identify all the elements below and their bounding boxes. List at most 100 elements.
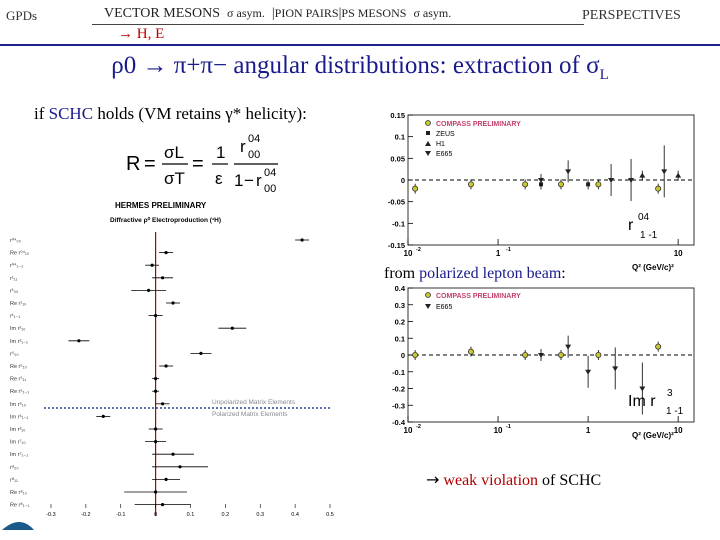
nav-sigma-asym-2[interactable]: σ asym. xyxy=(413,6,452,20)
im-r3-y-tick-label-1: 0.3 xyxy=(395,301,405,310)
r04-compass-point-4 xyxy=(595,181,602,188)
beam-note-post: : xyxy=(561,265,566,282)
hermes-row-label-4: r¹₀₀ xyxy=(10,288,18,294)
r04-y-tick-label-3: 0 xyxy=(401,176,405,185)
hermes-row-label-13: Im r⁶₁₀ xyxy=(10,401,26,408)
ratio-formula: R = σL σT = 1 ε r 04 00 1 − r 04 00 xyxy=(126,133,278,194)
hermes-point-3 xyxy=(160,276,165,280)
hermes-point-18 xyxy=(178,465,182,469)
im-r3-points xyxy=(412,335,662,415)
r04-e665-point-2 xyxy=(608,178,615,183)
nav-vector-mesons[interactable]: VECTOR MESONS xyxy=(104,6,221,21)
legend-compass-label: COMPASS PRELIMINARY xyxy=(436,121,521,128)
r04-h1-point-0 xyxy=(639,172,646,178)
r04-x-tick-label-2: 10 xyxy=(674,249,683,258)
legend-h1-marker xyxy=(425,141,431,146)
formula-sigma-t: σT xyxy=(164,169,185,188)
nav-gpds[interactable]: GPDs xyxy=(6,8,38,23)
formula-r-bottom-sub: 00 xyxy=(264,183,276,194)
hermes-point-7 xyxy=(230,326,234,330)
im-r3-x-tick-label-0: 10 xyxy=(404,426,413,435)
hermes-point-11 xyxy=(154,377,158,381)
nav-sep-2: | xyxy=(338,6,342,21)
slide-title-main: ρ0 → π+π− angular distributions: extract… xyxy=(111,52,600,79)
hermes-row-label-17: Im r⁷₁₋₁ xyxy=(10,451,28,458)
legend2-compass-label: COMPASS PRELIMINARY xyxy=(436,293,521,300)
r04-y-tick-label-2: 0.05 xyxy=(390,154,405,163)
hermes-legend-polarized: Polarized Matrix Elements xyxy=(212,411,288,418)
hermes-row-label-6: r¹₁₋₁ xyxy=(10,314,20,320)
hermes-x-tick-label-8: 0.5 xyxy=(326,512,334,518)
hermes-point-5 xyxy=(171,301,175,305)
im-r3-x-tick-exp-1: -1 xyxy=(506,424,511,430)
intro-pre: if xyxy=(34,104,49,123)
beam-note-pre: from xyxy=(384,265,420,282)
legend2-e665-marker xyxy=(425,304,431,309)
hermes-point-14 xyxy=(101,414,105,418)
r04-compass-point-1 xyxy=(467,181,474,188)
hermes-x-tick-label-6: 0.3 xyxy=(256,512,264,518)
im-r3-y-tick-label-5: -0.1 xyxy=(392,368,405,377)
hermes-row-label-16: Im r⁷₁₀ xyxy=(10,439,26,446)
hermes-x-tick-label-4: 0.1 xyxy=(187,512,195,518)
formula-eq2: = xyxy=(192,153,204,175)
slide-title: ρ0 → π+π− angular distributions: extract… xyxy=(0,52,720,84)
r04-e665-point-1 xyxy=(565,169,572,175)
header-divider xyxy=(0,44,720,46)
logo-partial xyxy=(2,522,34,530)
r04-x-axis: 10 -2 1 -1 10 xyxy=(404,239,683,258)
im-r3-plot-label-sup: 3 xyxy=(667,388,673,399)
r04-points xyxy=(412,145,682,201)
conclusion-arrow-icon: → xyxy=(426,470,440,489)
schc-term: SCHC xyxy=(48,104,94,123)
r04-plot-label-sub: 1 -1 xyxy=(640,230,658,241)
nav-sep-1: | xyxy=(271,6,275,21)
legend2-compass-marker xyxy=(425,292,431,298)
im-r3-compass-point-1 xyxy=(467,348,474,355)
nav-sub-item[interactable]: → H, E xyxy=(118,26,165,42)
hermes-row-label-20: Re r⁸₁₀ xyxy=(10,489,27,496)
hermes-title: HERMES PRELIMINARY xyxy=(115,201,207,210)
hermes-x-tick-label-0: -0.3 xyxy=(46,512,55,518)
nav-underline xyxy=(92,24,584,25)
r04-compass-point-0 xyxy=(412,185,419,192)
r04-compass-point-5 xyxy=(655,185,662,192)
hermes-point-2 xyxy=(150,263,154,267)
hermes-point-17 xyxy=(171,452,175,456)
nav-sigma-asym-1[interactable]: σ asym. xyxy=(227,6,265,20)
nav-perspectives[interactable]: PERSPECTIVES xyxy=(582,8,681,23)
r04-y-tick-label-0: 0.15 xyxy=(390,111,405,120)
polarized-beam-term: polarized lepton beam xyxy=(419,265,562,282)
r04-plot-label: r xyxy=(628,217,634,234)
r04-compass-point-3 xyxy=(557,181,564,188)
r04-y-axis: 0.15 0.1 0.05 0 -0.05 -0.1 -0.15 xyxy=(388,111,413,250)
hermes-row-label-18: r⁸₀₀ xyxy=(10,464,19,471)
im-r3-plot-label-sub: 1 -1 xyxy=(666,406,684,417)
nav-pion-pairs[interactable]: PION PAIRS xyxy=(274,6,339,20)
im-r3-e665-point-3 xyxy=(612,366,619,372)
im-r3-x-tick-label-1: 10 xyxy=(494,426,503,435)
nav-section-tabs: VECTOR MESONS σ asym. |PION PAIRS|PS MES… xyxy=(104,6,451,22)
hermes-point-9 xyxy=(199,351,203,355)
hermes-point-19 xyxy=(164,477,168,481)
hermes-row-label-21: Re r⁸₁₋₁ xyxy=(10,502,29,509)
hermes-row-label-15: Im r³₁₀ xyxy=(10,427,25,433)
im-r3-compass-point-5 xyxy=(655,343,662,350)
hermes-subtitle: Diffractive ρ⁰ Electroproduction (¹H) xyxy=(110,216,221,224)
hermes-legend-unpolarized: Unpolarized Matrix Elements xyxy=(212,399,296,406)
im-r3-e665-point-2 xyxy=(585,369,592,375)
weak-violation-term: weak violation xyxy=(443,472,539,489)
hermes-rows: r⁰⁴₀₀ Re r⁰⁴₁₀ r⁰⁴₁₋₁ r¹₁₁ r¹₀₀ Re r¹₁₀ r¹₁₋₁ I… xyxy=(10,232,310,516)
im-r3-y-axis: 0.4 0.3 0.2 0.1 0 -0.1 -0.2 -0.3 -0.4 xyxy=(392,284,413,427)
hermes-point-1 xyxy=(164,251,168,255)
legend-zeus-label: ZEUS xyxy=(436,131,455,138)
hermes-point-12 xyxy=(154,389,158,393)
r04-x-tick-label-1: 1 xyxy=(496,249,501,258)
slide-title-sub: L xyxy=(599,67,609,83)
formula-r-top-sub: 00 xyxy=(248,149,260,161)
hermes-point-13 xyxy=(160,402,165,406)
legend-h1-label: H1 xyxy=(436,141,445,148)
legend-e665-marker xyxy=(425,151,431,156)
nav-ps-mesons[interactable]: PS MESONS xyxy=(341,6,407,20)
im-r3-x-tick-label-3: 10 xyxy=(674,426,683,435)
